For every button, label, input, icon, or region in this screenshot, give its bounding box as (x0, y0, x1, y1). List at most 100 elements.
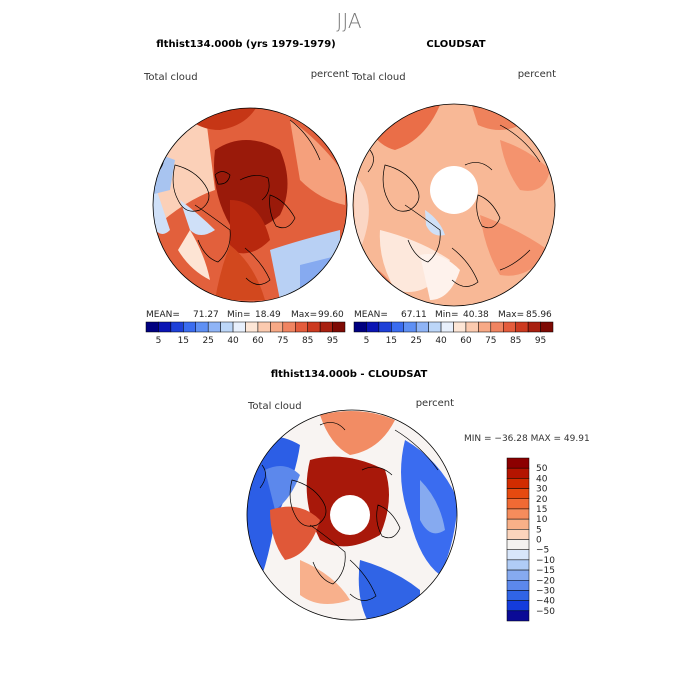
panel-model-title: flthist134.000b (yrs 1979-1979) (156, 39, 336, 50)
diff-colorbar-tick-label: 0 (536, 536, 542, 546)
panel-obs-stats: MEAN= 67.11 Min= 40.38 Max= 85.96 (354, 310, 552, 320)
obs-colorbar-tick-label: 5 (364, 336, 370, 346)
diff-colorbar-tick-label: 50 (536, 464, 548, 474)
panel-obs-title: CLOUDSAT (426, 39, 485, 50)
obs-colorbar-swatch (428, 321, 442, 333)
diff-colorbar-swatch (506, 569, 530, 581)
diff-colorbar-tick-label: 40 (536, 474, 548, 484)
panel-diff-coastlines (259, 422, 439, 601)
obs-colorbar-swatch (490, 321, 504, 333)
panel-model-coastlines (157, 119, 321, 285)
diff-colorbar-swatch (506, 539, 530, 550)
obs-colorbar-tick-label: 40 (435, 336, 447, 346)
model-max-label: Max= (291, 310, 317, 320)
diff-colorbar-tick-label: 30 (536, 485, 548, 495)
panel-diff-stats: MIN = −36.28 MAX = 49.91 (464, 434, 590, 444)
diff-colorbar-tick-label: −50 (536, 607, 555, 617)
diff-colorbar-swatch (506, 488, 530, 499)
model-colorbar-swatch (207, 321, 221, 333)
panel-model-map (153, 108, 347, 302)
panel-model-colorbar: 5 15 25 40 60 75 85 95 (145, 321, 346, 346)
model-colorbar-swatch (295, 321, 308, 333)
diff-colorbar-tick-label: −40 (536, 597, 555, 607)
panel-model-variable: Total cloud (143, 72, 198, 83)
obs-min-label: Min= (435, 310, 459, 320)
model-colorbar-swatch (145, 321, 159, 333)
diff-colorbar-swatch (506, 590, 530, 601)
diff-colorbar-tick-label: −10 (536, 556, 555, 566)
diff-colorbar-tick-label: −30 (536, 586, 555, 596)
model-colorbar-swatch (220, 321, 234, 333)
panel-obs-coastlines (367, 124, 541, 287)
obs-max-label: Max= (498, 310, 524, 320)
figure-title: JJA (336, 9, 361, 33)
diff-colorbar-tick-label: 15 (536, 505, 547, 515)
diff-colorbar-tick-label: 10 (536, 515, 548, 525)
model-colorbar-tick-label: 75 (277, 336, 288, 346)
diff-colorbar-swatch (506, 467, 530, 479)
obs-colorbar-tick-label: 85 (510, 336, 521, 346)
model-colorbar-swatch (170, 321, 184, 333)
diff-colorbar-swatch (506, 457, 530, 469)
model-max-value: 99.60 (318, 310, 344, 320)
obs-colorbar-tick-label: 60 (460, 336, 472, 346)
model-min-value: 18.49 (255, 310, 281, 320)
model-colorbar-swatch (183, 321, 196, 333)
model-colorbar-swatch (245, 321, 259, 333)
diff-colorbar-swatch (506, 610, 530, 622)
model-colorbar-tick-label: 60 (252, 336, 264, 346)
obs-colorbar-swatch (353, 321, 367, 333)
obs-colorbar-swatch (540, 321, 554, 333)
panel-obs: CLOUDSAT Total cloud percent (351, 39, 556, 346)
panel-model: flthist134.000b (yrs 1979-1979) Total cl… (143, 39, 349, 346)
diff-colorbar-swatch (506, 580, 530, 591)
panel-diff-units: percent (416, 398, 454, 409)
model-colorbar-swatch (307, 321, 321, 333)
panel-model-border (152, 107, 348, 303)
obs-colorbar-swatch (378, 321, 392, 333)
obs-colorbar-swatch (440, 321, 454, 333)
model-colorbar-swatch (232, 321, 246, 333)
panel-obs-map (353, 104, 555, 306)
panel-obs-colorbar: 5 15 25 40 60 75 85 95 (353, 321, 554, 346)
obs-min-value: 40.38 (463, 310, 489, 320)
diff-colorbar-tick-label: −15 (536, 566, 555, 576)
model-min-label: Min= (227, 310, 251, 320)
obs-colorbar-tick-label: 15 (386, 336, 397, 346)
panel-obs-units: percent (518, 69, 556, 80)
model-colorbar-swatch (270, 321, 284, 333)
obs-colorbar-tick-label: 75 (485, 336, 496, 346)
panel-obs-variable: Total cloud (351, 72, 406, 83)
panel-diff-map (247, 410, 457, 620)
obs-mean-label: MEAN= (354, 310, 388, 320)
model-colorbar-swatch (319, 321, 333, 333)
obs-colorbar-swatch (478, 321, 492, 333)
model-colorbar-tick-label: 15 (178, 336, 189, 346)
model-colorbar-swatch (282, 321, 296, 333)
diff-colorbar-swatch (506, 478, 530, 489)
model-colorbar-swatch (195, 321, 209, 333)
obs-colorbar-swatch (465, 321, 479, 333)
panel-diff-border (246, 409, 458, 621)
diff-colorbar-tick-label: −20 (536, 576, 555, 586)
obs-max-value: 85.96 (526, 310, 552, 320)
model-colorbar-swatch (158, 321, 172, 333)
diff-colorbar-swatch (506, 529, 530, 540)
model-colorbar-swatch (332, 321, 346, 333)
model-mean-value: 71.27 (193, 310, 219, 320)
diff-colorbar-swatch (506, 518, 530, 530)
obs-colorbar-swatch (515, 321, 529, 333)
diff-colorbar-swatch (506, 600, 530, 612)
panel-model-units: percent (311, 69, 349, 80)
model-colorbar-tick-label: 40 (227, 336, 239, 346)
obs-colorbar-swatch (453, 321, 467, 333)
model-mean-label: MEAN= (146, 310, 180, 320)
obs-colorbar-swatch (415, 321, 429, 333)
obs-colorbar-swatch (366, 321, 380, 333)
panel-model-stats: MEAN= 71.27 Min= 18.49 Max= 99.60 (146, 310, 344, 320)
diff-colorbar-swatch (506, 498, 530, 510)
panel-diff-variable: Total cloud (247, 401, 302, 412)
